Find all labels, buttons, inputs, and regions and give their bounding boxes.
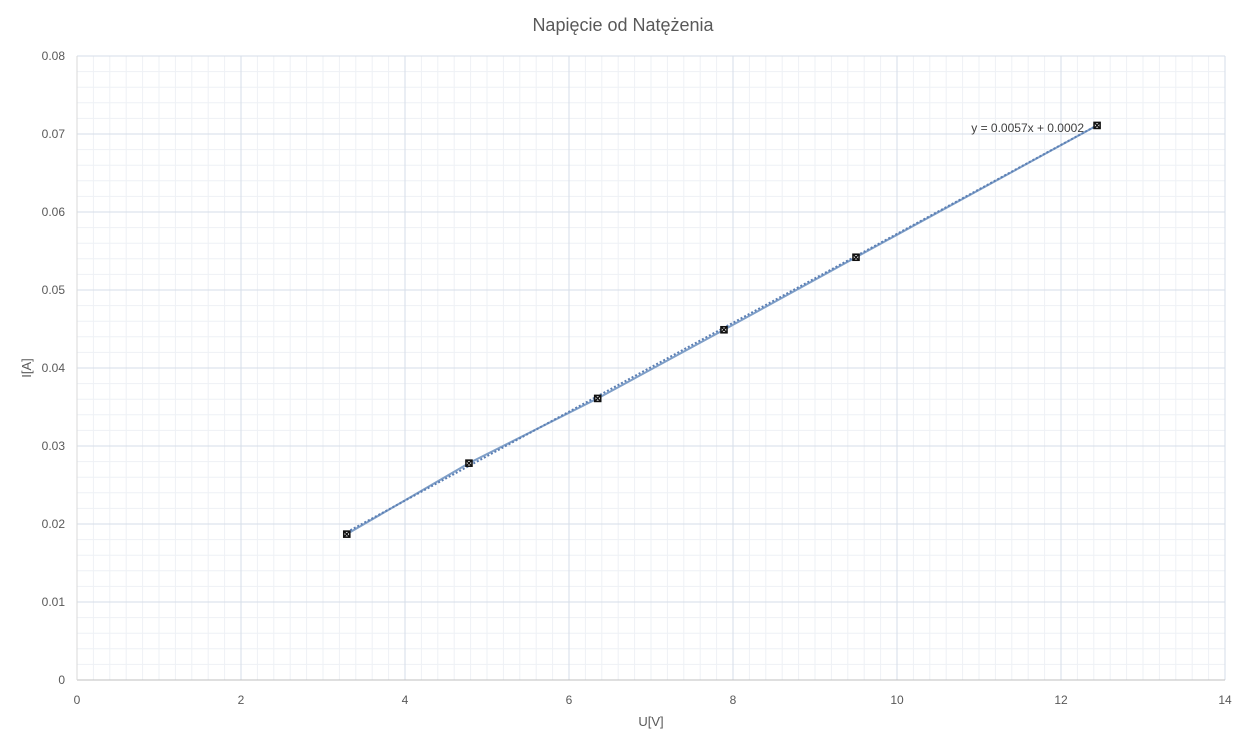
x-tick-label: 2 — [238, 693, 245, 707]
chart-title: Napięcie od Natężenia — [532, 15, 714, 35]
data-point — [593, 394, 602, 403]
x-tick-label: 10 — [890, 693, 904, 707]
data-point-cross — [594, 394, 602, 402]
axes — [76, 56, 1225, 681]
data-point-cross — [343, 530, 351, 538]
data-point-cross — [720, 326, 728, 334]
data-point — [720, 325, 728, 334]
trendline-equation: y = 0.0057x + 0.0002 — [971, 121, 1084, 135]
x-tick-label: 14 — [1218, 693, 1232, 707]
data-point — [342, 530, 351, 538]
major-gridlines — [76, 55, 1226, 681]
x-tick-label: 6 — [566, 693, 573, 707]
data-points — [342, 121, 1101, 538]
y-tick-label: 0.06 — [42, 205, 66, 219]
x-tick-label: 12 — [1054, 693, 1068, 707]
y-tick-label: 0.03 — [42, 439, 66, 453]
x-tick-label: 0 — [74, 693, 81, 707]
data-point — [465, 459, 473, 467]
data-point-cross — [852, 253, 860, 261]
tick-labels: 0 2 4 6 8 10 12 14 0 0.01 0.02 0.03 0.04 0.05 0.06 0.07… — [42, 49, 1232, 707]
data-point — [852, 253, 860, 262]
x-tick-label: 8 — [730, 693, 737, 707]
data-point-cross — [465, 459, 473, 467]
y-tick-label: 0 — [58, 673, 65, 687]
data-point-cross — [1093, 121, 1101, 129]
y-tick-label: 0.01 — [42, 595, 66, 609]
y-tick-label: 0.07 — [42, 127, 66, 141]
x-axis-label: U[V] — [638, 714, 663, 729]
y-tick-label: 0.05 — [42, 283, 66, 297]
x-tick-label: 4 — [402, 693, 409, 707]
y-tick-label: 0.02 — [42, 517, 66, 531]
data-point — [1093, 121, 1101, 130]
y-axis-label: I[A] — [19, 358, 34, 378]
y-tick-label: 0.04 — [42, 361, 66, 375]
y-tick-label: 0.08 — [42, 49, 66, 63]
